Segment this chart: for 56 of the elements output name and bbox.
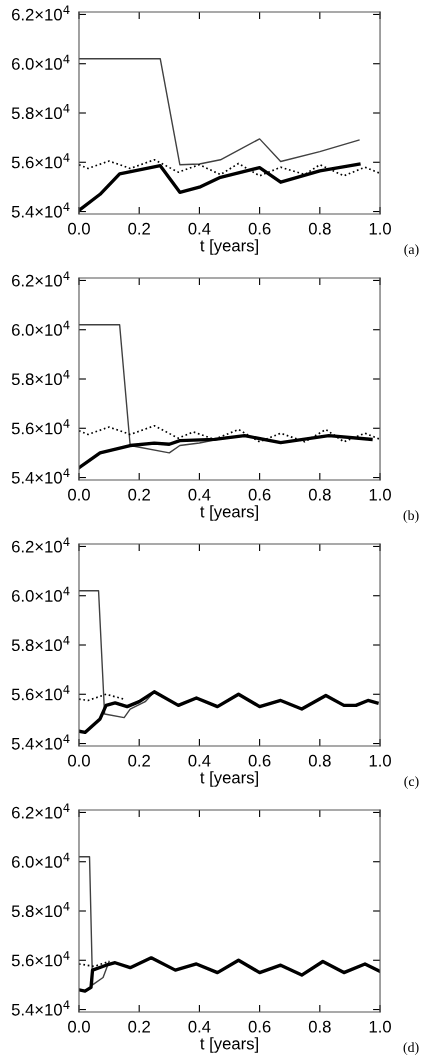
x-tick-label: 0.8 [308, 222, 331, 235]
y-tick-label: 6.2×10$^{4}$ [12, 537, 70, 553]
y-tick-label: 6.2×10$^{4}$ [12, 5, 70, 21]
y-tick-label: 5.6×10$^{4}$ [11, 951, 70, 967]
x-tick-label: 0.4 [188, 1020, 211, 1033]
x-tick-label: 1.0 [369, 1020, 391, 1033]
x-tick-label: 1.0 [369, 488, 391, 501]
y-tick-label: 5.4×10$^{4}$ [11, 468, 70, 484]
x-tick-label: 0.2 [128, 222, 150, 235]
y-tick-label: 5.4×10$^{4}$ [11, 202, 70, 218]
line-series [79, 856, 110, 986]
x-tick-label: 0.8 [308, 488, 331, 501]
x-tick-label: 0.0 [68, 488, 90, 501]
x-tick-label: 0.2 [128, 754, 150, 767]
x-tick-label: 0.8 [308, 754, 331, 767]
x-tick-label: 0.6 [248, 488, 271, 501]
x-tick-label: 0.4 [188, 222, 211, 235]
x-tick-label: 0.0 [68, 754, 90, 767]
y-tick-label: 6.0×10$^{4}$ [12, 54, 70, 70]
x-tick-label: 0.2 [128, 488, 150, 501]
line-series [79, 690, 379, 735]
x-axis-title: t [years] [200, 1037, 258, 1053]
y-tick-label: 5.8×10$^{4}$ [11, 636, 70, 652]
y-tick-label: 5.8×10$^{4}$ [11, 104, 70, 120]
y-tick-label: 5.6×10$^{4}$ [11, 419, 70, 435]
y-tick-label: 6.0×10$^{4}$ [12, 586, 70, 602]
x-tick-label: 1.0 [369, 222, 391, 235]
y-tick-label: 6.0×10$^{4}$ [12, 320, 70, 336]
x-tick-label: 0.0 [68, 1020, 90, 1033]
line-series [79, 58, 360, 166]
x-tick-label: 1.0 [369, 754, 391, 767]
x-tick-label: 0.2 [128, 1020, 150, 1033]
y-tick-label: 6.0×10$^{4}$ [12, 852, 70, 868]
y-tick-label: 5.8×10$^{4}$ [11, 902, 70, 918]
line-series [79, 956, 381, 993]
x-tick-label: 0.6 [248, 222, 271, 235]
x-tick-label: 0.0 [68, 222, 90, 235]
text: (b) [403, 510, 419, 523]
x-tick-label: 0.4 [188, 488, 211, 501]
y-tick-label: 5.4×10$^{4}$ [11, 1000, 70, 1016]
x-axis-title: t [years] [200, 771, 258, 787]
x-axis-title: t [years] [200, 239, 258, 255]
y-tick-label: 5.4×10$^{4}$ [11, 734, 70, 750]
text: (c) [404, 776, 419, 789]
y-tick-label: 6.2×10$^{4}$ [12, 803, 70, 819]
y-tick-label: 5.6×10$^{4}$ [11, 685, 70, 701]
x-tick-label: 0.8 [308, 1020, 331, 1033]
x-axis-title: t [years] [200, 505, 258, 521]
x-tick-label: 0.4 [188, 754, 211, 767]
text: (d) [403, 1042, 419, 1055]
x-tick-label: 0.6 [248, 1020, 271, 1033]
text: (a) [404, 244, 419, 257]
y-tick-label: 6.2×10$^{4}$ [12, 271, 70, 287]
y-tick-label: 5.6×10$^{4}$ [11, 153, 70, 169]
x-tick-label: 0.6 [248, 754, 271, 767]
y-tick-label: 5.8×10$^{4}$ [11, 370, 70, 386]
